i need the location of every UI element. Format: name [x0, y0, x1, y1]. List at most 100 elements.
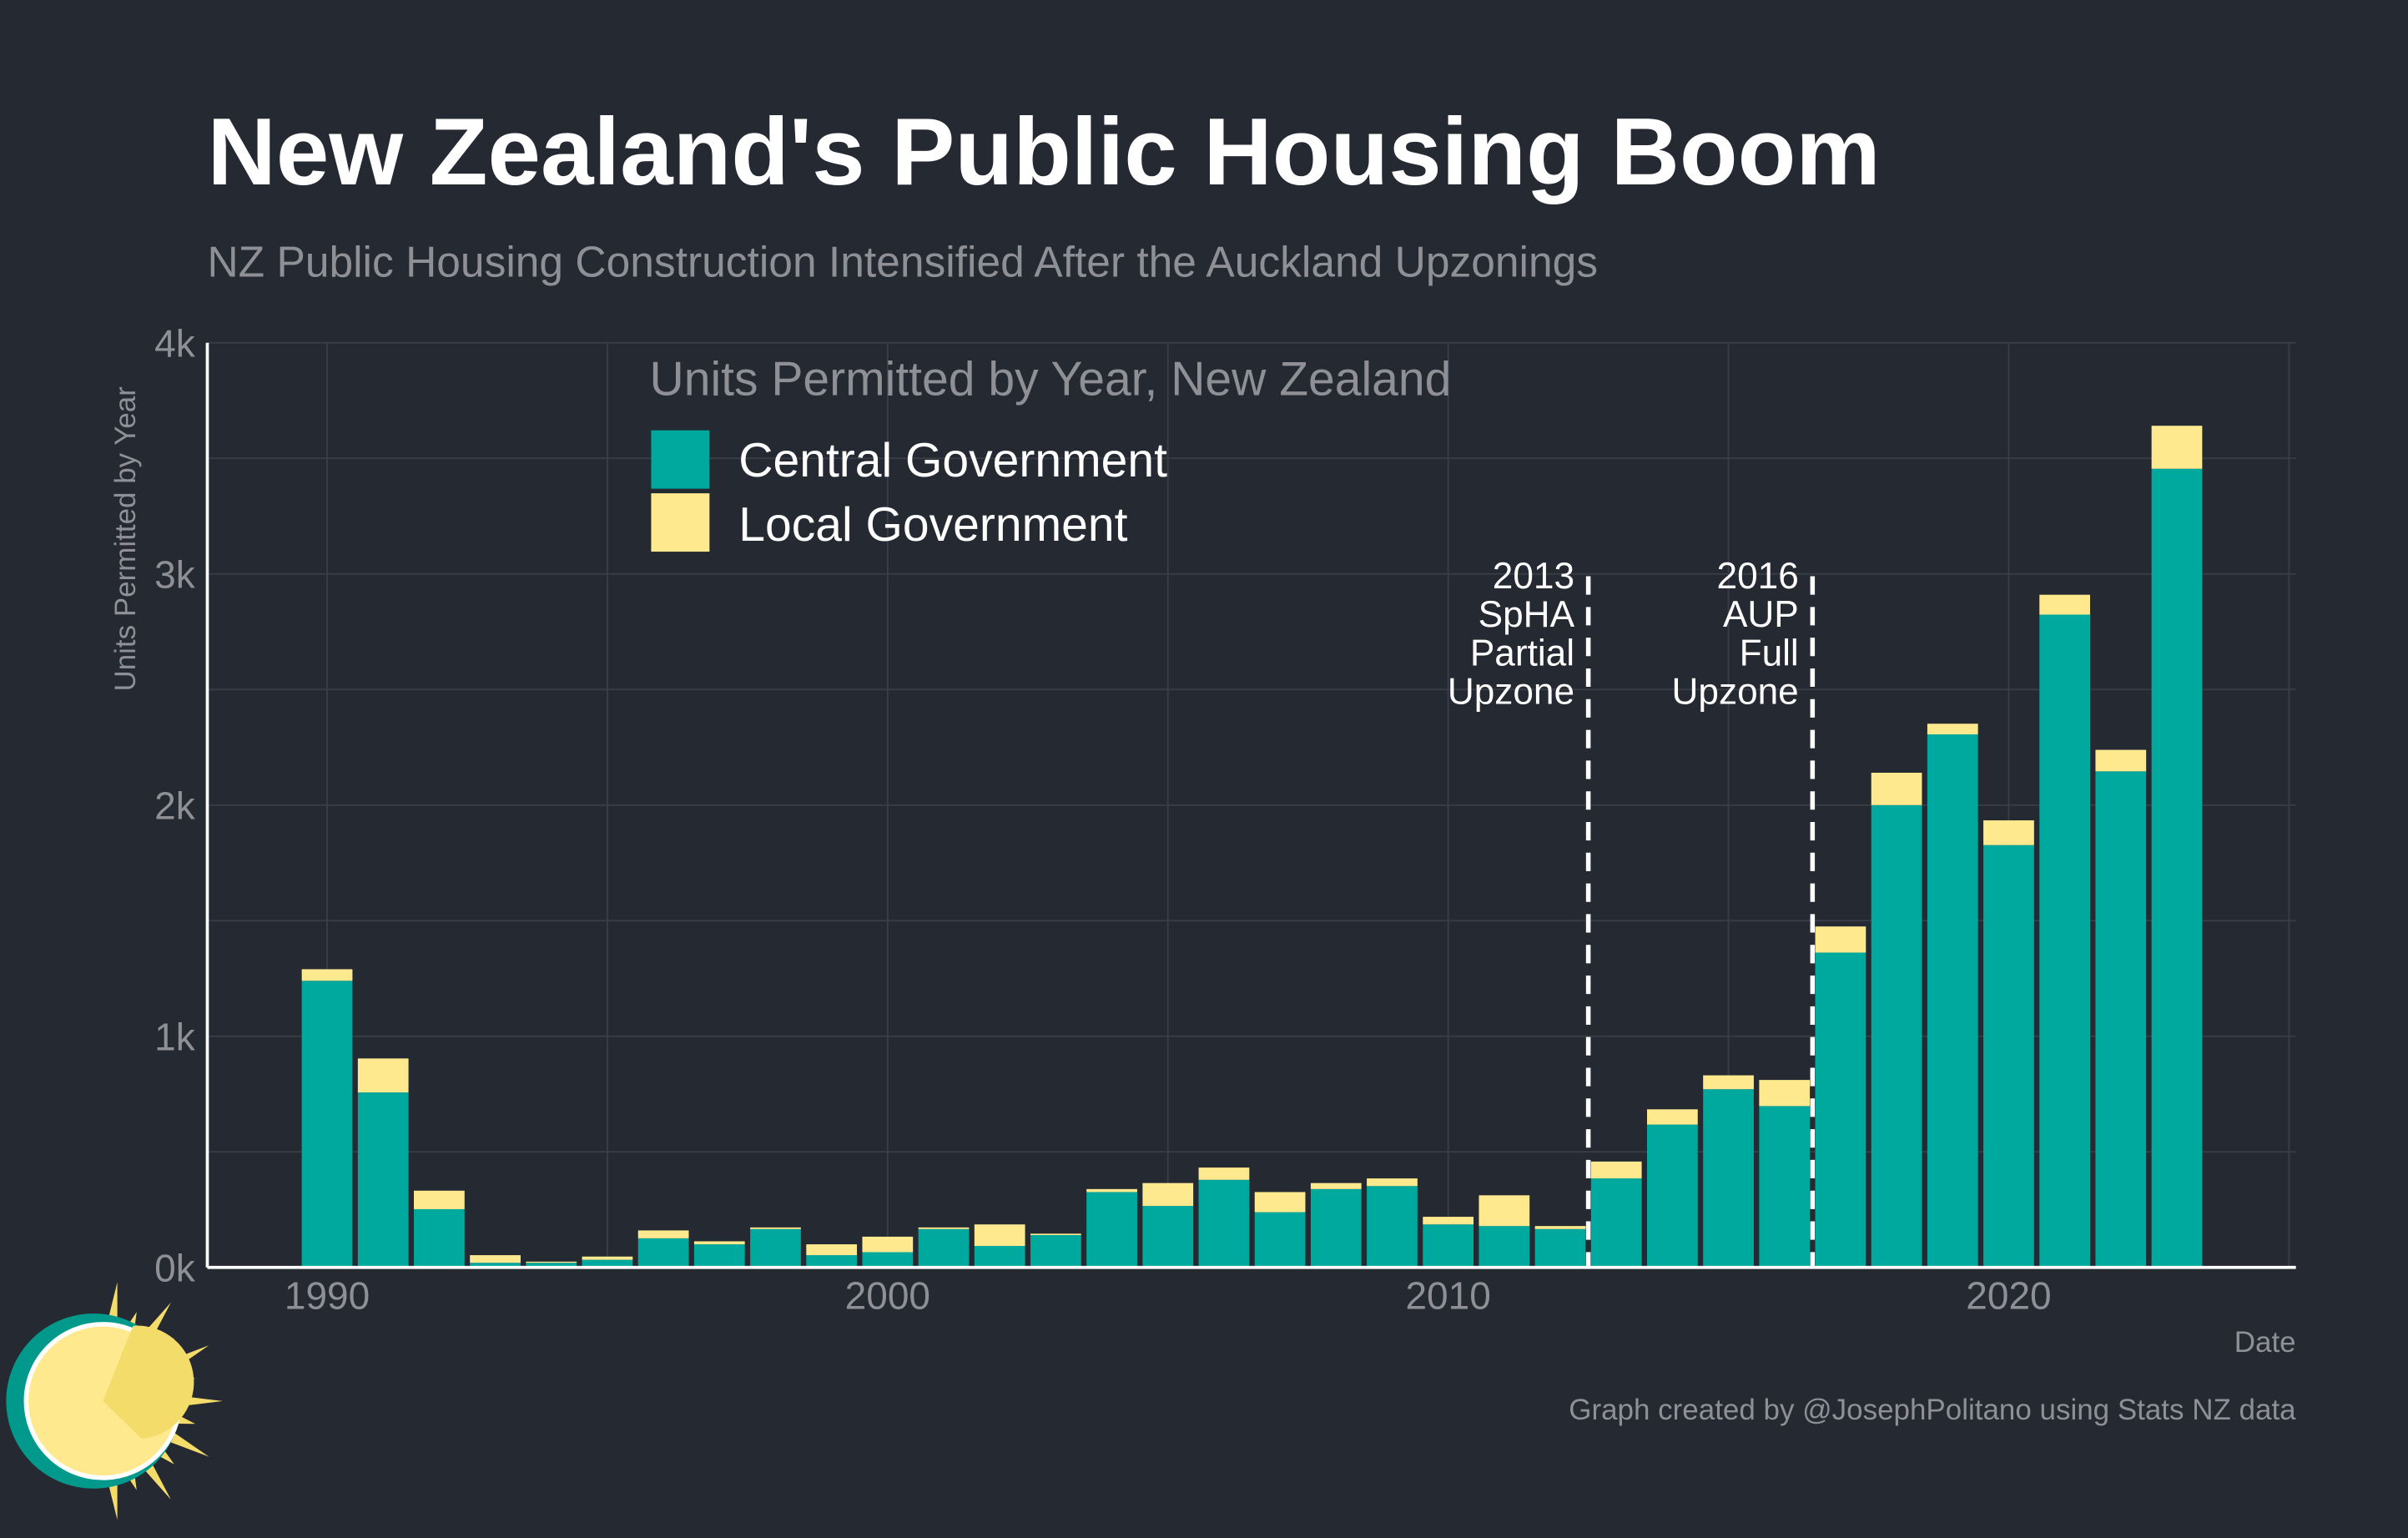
annotation-text: Partial — [1470, 633, 1574, 673]
annotation-text: Full — [1740, 633, 1799, 673]
bar-central-2009 — [1367, 1186, 1418, 1268]
x-tick-label: 1990 — [285, 1273, 370, 1317]
bar-central-1991 — [357, 1092, 409, 1268]
bar-central-2001 — [918, 1228, 970, 1268]
bar-central-2006 — [1198, 1179, 1250, 1268]
x-tick-label: 2020 — [1966, 1273, 2051, 1317]
bar-central-1993 — [470, 1263, 521, 1268]
bar-local-1998 — [750, 1227, 801, 1229]
x-tick-label: 2010 — [1405, 1273, 1490, 1317]
sun-logo-icon — [6, 1282, 223, 1520]
bar-local-2012 — [1534, 1226, 1586, 1229]
x-tick-label: 2000 — [845, 1273, 930, 1317]
bar-local-2009 — [1367, 1178, 1418, 1187]
bar-local-2017 — [1815, 926, 1866, 953]
bar-local-1995 — [582, 1256, 633, 1260]
bar-local-2021 — [2039, 594, 2091, 615]
bar-central-1997 — [693, 1244, 745, 1268]
y-tick-label: 1k — [154, 1015, 196, 1058]
chart-subtitle: NZ Public Housing Construction Intensifi… — [207, 238, 1598, 286]
y-tick-label: 0k — [154, 1246, 196, 1289]
bar-local-2022 — [2095, 749, 2147, 772]
bar-central-2004 — [1086, 1192, 1137, 1268]
bar-local-2002 — [974, 1224, 1025, 1247]
bar-central-1992 — [414, 1208, 465, 1268]
y-axis-label: Units Permitted by Year — [109, 386, 142, 692]
bar-central-1995 — [582, 1259, 633, 1268]
bar-central-1990 — [301, 981, 353, 1268]
legend-swatch-local — [651, 493, 710, 552]
annotation-text: Upzone — [1672, 671, 1799, 712]
grid — [207, 341, 2296, 1268]
y-tick-label: 2k — [154, 784, 196, 827]
bar-local-2006 — [1198, 1167, 1250, 1180]
bar-local-1992 — [414, 1190, 465, 1209]
bar-central-1996 — [637, 1238, 689, 1268]
bar-central-1994 — [526, 1263, 577, 1268]
legend-label-local: Local Government — [738, 498, 1127, 552]
bar-local-2000 — [862, 1236, 914, 1253]
legend-title: Units Permitted by Year, New Zealand — [650, 352, 1452, 406]
x-axis-label: Date — [2234, 1326, 2296, 1359]
bar-central-2012 — [1534, 1228, 1586, 1268]
bar-local-1990 — [301, 969, 353, 981]
bar-local-2011 — [1479, 1195, 1530, 1227]
bar-central-2007 — [1254, 1212, 1306, 1268]
bar-local-2014 — [1647, 1109, 1698, 1125]
bar-central-2018 — [1871, 804, 1922, 1268]
annotation-text: 2013 — [1493, 556, 1574, 597]
bar-local-2007 — [1254, 1192, 1306, 1213]
bar-local-2001 — [918, 1227, 970, 1229]
bar-local-2005 — [1142, 1182, 1194, 1207]
chart-title: New Zealand's Public Housing Boom — [207, 99, 1880, 205]
bar-central-2023 — [2151, 468, 2203, 1268]
caption: Graph created by @JosephPolitano using S… — [1569, 1394, 2296, 1426]
bar-local-2004 — [1086, 1188, 1137, 1193]
bar-local-2015 — [1703, 1075, 1754, 1090]
bar-local-1997 — [693, 1241, 745, 1245]
bar-central-2010 — [1423, 1224, 1474, 1268]
bar-central-2008 — [1310, 1188, 1362, 1268]
bar-central-2003 — [1030, 1234, 1081, 1268]
bar-local-1999 — [806, 1244, 858, 1256]
bar-central-2017 — [1815, 952, 1866, 1268]
legend: Units Permitted by Year, New Zealand Cen… — [650, 352, 1452, 552]
bar-central-2015 — [1703, 1089, 1754, 1268]
annotation-text: Upzone — [1448, 671, 1574, 712]
bar-central-2013 — [1590, 1178, 1642, 1268]
bar-central-2020 — [1983, 845, 2034, 1268]
bar-central-2011 — [1479, 1226, 1530, 1268]
bar-central-2000 — [862, 1252, 914, 1268]
legend-swatch-central — [651, 430, 710, 489]
annotation-text: AUP — [1723, 594, 1799, 635]
annotation-text: 2016 — [1717, 556, 1799, 597]
bar-central-2016 — [1759, 1106, 1811, 1268]
bar-local-2003 — [1030, 1233, 1081, 1235]
bar-local-1994 — [526, 1261, 577, 1263]
bar-local-2018 — [1871, 772, 1922, 805]
bar-local-2023 — [2151, 426, 2203, 469]
bar-local-2008 — [1310, 1182, 1362, 1189]
bar-local-2020 — [1983, 820, 2034, 845]
bar-central-2019 — [1927, 734, 1978, 1268]
bar-local-1996 — [637, 1230, 689, 1238]
annotation-text: SpHA — [1479, 594, 1575, 635]
bar-local-2010 — [1423, 1217, 1474, 1225]
bar-local-2019 — [1927, 724, 1978, 734]
bar-local-2016 — [1759, 1080, 1811, 1107]
bar-central-1999 — [806, 1255, 858, 1268]
bar-local-2013 — [1590, 1161, 1642, 1179]
bar-central-1998 — [750, 1228, 801, 1268]
bars — [301, 426, 2203, 1268]
bar-local-1993 — [470, 1255, 521, 1263]
legend-label-central: Central Government — [738, 434, 1167, 487]
axes: 0k 1k 2k 3k 4k 1990 2000 2010 2020 — [154, 321, 2296, 1317]
y-tick-label: 4k — [154, 321, 196, 365]
bar-central-2002 — [974, 1246, 1025, 1268]
bar-central-2014 — [1647, 1124, 1698, 1268]
bar-central-2022 — [2095, 771, 2147, 1268]
bar-central-2021 — [2039, 614, 2091, 1268]
y-tick-label: 3k — [154, 552, 196, 596]
